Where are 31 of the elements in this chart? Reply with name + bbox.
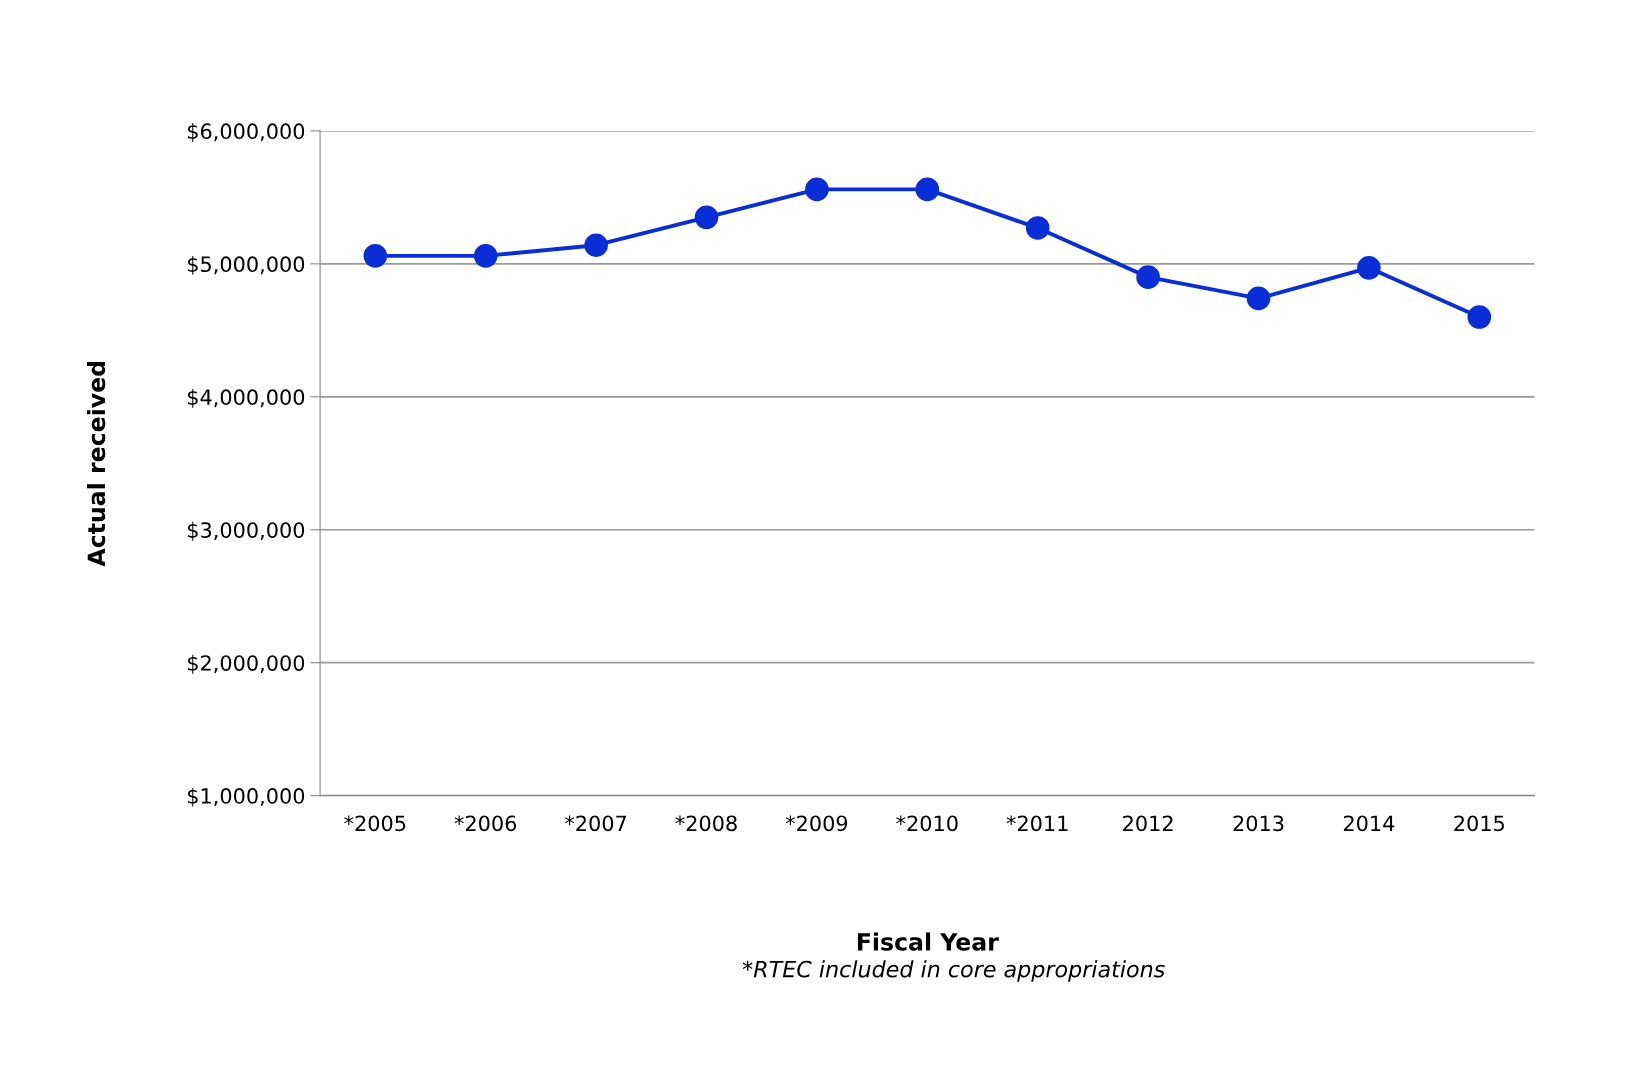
x-tick-label: *2007: [565, 815, 627, 832]
point: [694, 205, 719, 230]
y-tick-label: $1,000,000: [187, 787, 305, 807]
y-tick-label: $2,000,000: [187, 654, 305, 674]
point: [1136, 265, 1160, 289]
x-tick-label: *2008: [675, 815, 737, 832]
x-tick-label: *2010: [896, 815, 958, 832]
x-tick-label: 2012: [1123, 815, 1173, 832]
x-tick-label: *2005: [344, 815, 406, 832]
point: [915, 177, 940, 202]
point: [1467, 305, 1492, 329]
x-tick-label: *2011: [1006, 815, 1068, 832]
text: *RTEC included in core appropriations: [742, 960, 1165, 982]
x-tick-label: *2009: [785, 815, 848, 832]
point: [584, 233, 608, 258]
point: [473, 244, 498, 268]
x-tick-label: 2013: [1233, 815, 1284, 832]
y-tick-label: $6,000,000: [187, 122, 305, 142]
point: [1025, 216, 1050, 240]
y-tick-label: $4,000,000: [187, 388, 305, 408]
x-tick-label: *2006: [454, 815, 517, 832]
x-tick-label: 2015: [1454, 815, 1504, 832]
y-axis-title: Actual received: [86, 361, 106, 567]
x-axis-title: Fiscal Year: [857, 932, 999, 951]
point: [1357, 256, 1381, 280]
y-tick-label: $3,000,000: [187, 521, 305, 541]
point: [363, 244, 388, 268]
y-tick-label: $5,000,000: [187, 255, 305, 275]
x-tick-label: 2014: [1343, 815, 1395, 832]
point: [805, 177, 829, 202]
point: [1246, 286, 1271, 311]
